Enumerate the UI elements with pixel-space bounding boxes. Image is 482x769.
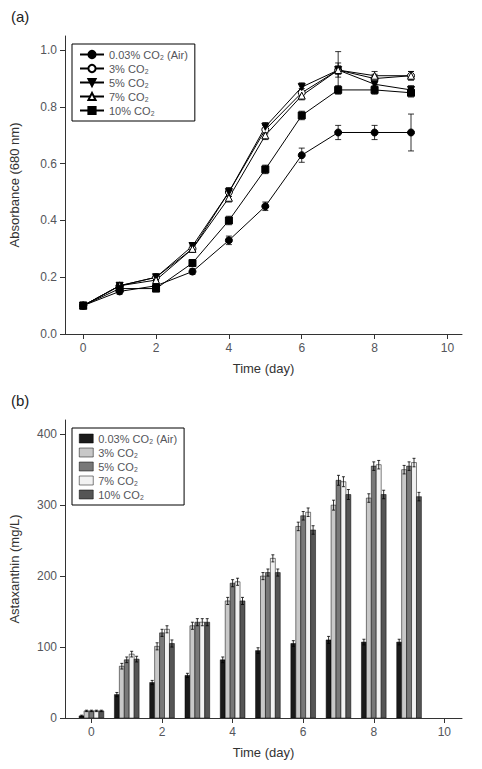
svg-text:Absorbance (680 nm): Absorbance (680 nm) [7,122,22,247]
svg-text:8: 8 [371,341,378,355]
svg-text:(a): (a) [11,8,29,25]
svg-text:0: 0 [88,725,95,739]
svg-text:200: 200 [37,569,57,583]
svg-text:Time (day): Time (day) [233,361,295,376]
svg-text:0.6: 0.6 [40,157,57,171]
svg-text:Astaxanthin (mg/L): Astaxanthin (mg/L) [7,514,22,623]
svg-text:1.0: 1.0 [40,43,57,57]
svg-text:2: 2 [159,725,166,739]
svg-text:3% CO₂: 3% CO₂ [98,447,138,459]
svg-text:0: 0 [50,711,57,725]
svg-text:400: 400 [37,427,57,441]
svg-text:3% CO₂: 3% CO₂ [109,63,149,75]
svg-text:0.8: 0.8 [40,100,57,114]
svg-text:0.0: 0.0 [40,327,57,341]
svg-text:2: 2 [153,341,160,355]
svg-text:10% CO₂: 10% CO₂ [109,105,155,117]
svg-text:0.4: 0.4 [40,213,57,227]
svg-text:300: 300 [37,498,57,512]
svg-text:4: 4 [229,725,236,739]
svg-text:(b): (b) [11,392,29,409]
svg-text:0: 0 [80,341,87,355]
svg-text:0.03% CO₂ (Air): 0.03% CO₂ (Air) [98,433,177,445]
svg-text:7% CO₂: 7% CO₂ [109,91,149,103]
svg-text:5% CO₂: 5% CO₂ [98,461,138,473]
svg-text:0.03% CO₂ (Air): 0.03% CO₂ (Air) [109,49,188,61]
svg-text:4: 4 [226,341,233,355]
svg-text:Time (day): Time (day) [233,745,295,760]
svg-text:10: 10 [438,725,452,739]
svg-text:6: 6 [300,725,307,739]
svg-text:10: 10 [441,341,455,355]
svg-text:100: 100 [37,640,57,654]
svg-text:8: 8 [370,725,377,739]
svg-text:7% CO₂: 7% CO₂ [98,475,138,487]
svg-text:5% CO₂: 5% CO₂ [109,77,149,89]
svg-text:6: 6 [298,341,305,355]
svg-text:0.2: 0.2 [40,270,57,284]
svg-text:10% CO₂: 10% CO₂ [98,489,144,501]
